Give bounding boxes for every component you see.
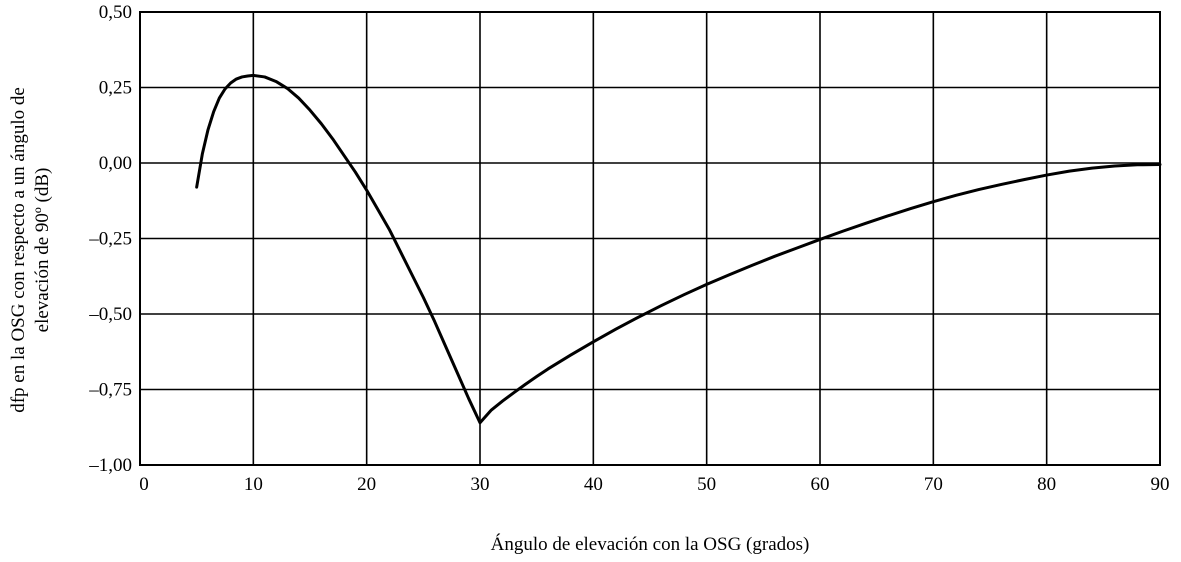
x-axis-label: Ángulo de elevación con la OSG (grados) [491,533,810,555]
y-axis-label-line-2: elevación de 90º (dB) [32,168,53,333]
x-tick-label: 80 [1037,474,1056,495]
y-axis-label-line-1: dfp en la OSG con respecto a un ángulo d… [8,87,29,413]
x-tick-label: 0 [139,474,149,495]
y-tick-label: –0,50 [88,304,132,325]
grid-lines [140,12,1160,465]
x-tick-label: 10 [244,474,263,495]
y-tick-label: 0,25 [99,78,132,99]
x-tick-label: 20 [357,474,376,495]
tick-labels: 0 10 20 30 40 50 60 70 80 90 –1,00 –0,75 –0,50 –0,25 0… [88,2,1169,495]
y-tick-label: 0,00 [99,153,132,174]
x-tick-label: 30 [471,474,490,495]
series-layer [195,73,1162,425]
y-tick-label: –0,25 [88,229,132,250]
x-tick-label: 60 [811,474,830,495]
y-tick-label: –0,75 [88,380,132,401]
x-tick-label: 70 [924,474,943,495]
x-tick-label: 90 [1151,474,1170,495]
y-tick-label: 0,50 [99,2,132,23]
x-tick-label: 50 [697,474,716,495]
series-line [195,73,1162,425]
x-tick-label: 40 [584,474,603,495]
y-tick-label: –1,00 [88,455,132,476]
plot-frame [139,11,1161,466]
